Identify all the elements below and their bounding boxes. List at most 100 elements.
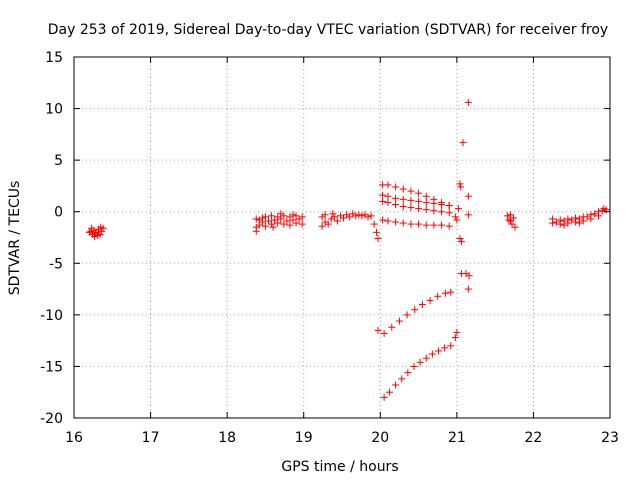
data-point <box>441 289 449 297</box>
data-point <box>445 222 453 230</box>
data-point <box>456 180 464 188</box>
data-point <box>324 220 332 228</box>
data-point <box>330 213 338 221</box>
data-point <box>407 220 415 228</box>
data-point <box>252 215 260 223</box>
data-point <box>392 381 400 389</box>
data-point <box>97 223 105 231</box>
data-point <box>587 215 595 223</box>
data-point <box>415 220 423 228</box>
data-point <box>283 217 291 225</box>
x-tick-label: 17 <box>142 430 160 446</box>
y-tick-label: -5 <box>49 256 63 272</box>
data-point <box>392 183 400 191</box>
y-axis-label: SDTVAR / TECUs <box>7 181 23 296</box>
data-point <box>434 292 442 300</box>
data-point <box>340 214 348 222</box>
data-point <box>384 217 392 225</box>
y-tick-label: -20 <box>40 411 63 427</box>
x-tick-label: 19 <box>295 430 313 446</box>
data-point <box>379 197 387 205</box>
data-point <box>280 220 288 228</box>
data-point <box>277 210 285 218</box>
y-tick-label: -15 <box>40 359 63 375</box>
data-point <box>372 228 380 236</box>
data-point <box>407 196 415 204</box>
data-point <box>392 218 400 226</box>
data-point <box>453 328 461 336</box>
data-point <box>318 222 326 230</box>
data-point <box>286 221 294 229</box>
data-point <box>261 222 269 230</box>
data-point <box>422 206 430 214</box>
data-point <box>384 181 392 189</box>
data-point <box>447 342 455 350</box>
data-point <box>91 232 99 240</box>
data-point <box>411 306 419 314</box>
data-point <box>333 217 341 225</box>
data-point <box>591 210 599 218</box>
data-point <box>560 221 568 229</box>
data-points <box>85 98 610 401</box>
data-point <box>511 223 519 231</box>
data-point <box>384 192 392 200</box>
data-point <box>572 218 580 226</box>
data-point <box>430 199 438 207</box>
data-point <box>438 208 446 216</box>
data-point <box>407 187 415 195</box>
data-point <box>399 219 407 227</box>
data-point <box>556 220 564 228</box>
data-point <box>271 216 279 224</box>
data-point <box>595 212 603 220</box>
data-point <box>434 347 442 355</box>
data-point <box>398 375 406 383</box>
data-point <box>367 212 375 220</box>
data-point <box>464 192 472 200</box>
x-tick-label: 16 <box>65 430 83 446</box>
data-point <box>506 211 514 219</box>
y-tick-label: 10 <box>45 102 63 118</box>
data-point <box>269 223 277 231</box>
data-point <box>374 235 382 243</box>
data-point <box>430 207 438 215</box>
data-point <box>505 216 513 224</box>
data-point <box>426 296 434 304</box>
data-point <box>465 272 473 280</box>
data-point <box>564 219 572 227</box>
data-point <box>407 204 415 212</box>
data-point <box>415 197 423 205</box>
data-point <box>88 224 96 232</box>
data-point <box>289 211 297 219</box>
data-point <box>268 212 276 220</box>
data-point <box>292 219 300 227</box>
data-point <box>415 205 423 213</box>
data-point <box>268 220 276 228</box>
data-point <box>453 216 461 224</box>
data-point <box>457 238 465 246</box>
data-point <box>346 213 354 221</box>
data-point <box>422 192 430 200</box>
data-point <box>329 210 337 218</box>
data-point <box>292 212 300 220</box>
data-point <box>399 203 407 211</box>
data-point <box>370 220 378 228</box>
data-point <box>374 326 382 334</box>
data-point <box>87 227 95 235</box>
x-tick-label: 21 <box>448 430 466 446</box>
data-point <box>274 219 282 227</box>
data-point <box>503 212 511 220</box>
data-point <box>415 189 423 197</box>
data-point <box>422 221 430 229</box>
data-point <box>392 194 400 202</box>
data-point <box>552 218 560 226</box>
plot-frame <box>73 56 611 419</box>
grid <box>74 57 610 418</box>
data-point <box>583 213 591 221</box>
data-point <box>422 354 430 362</box>
data-point <box>379 191 387 199</box>
data-point <box>98 227 106 235</box>
data-point <box>385 388 393 396</box>
data-point <box>575 219 583 227</box>
data-point <box>464 285 472 293</box>
